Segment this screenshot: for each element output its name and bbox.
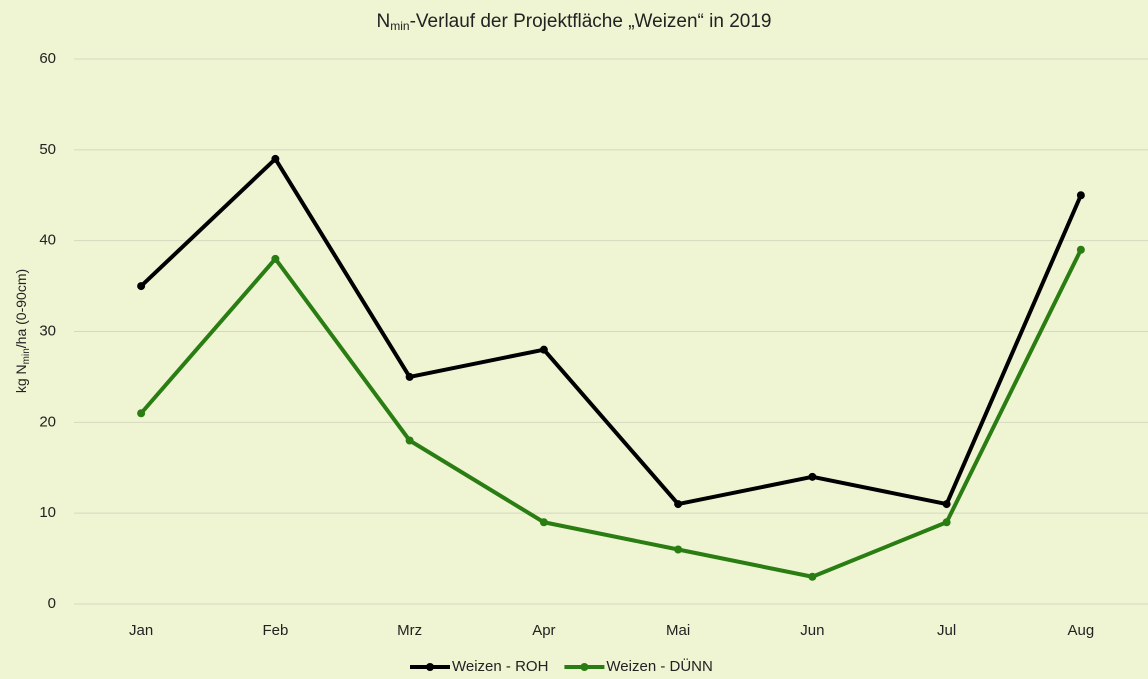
y-tick-label: 10 [39,504,56,521]
point [137,282,146,291]
point [539,518,548,527]
y-tick-label: 60 [39,50,56,67]
point [942,518,951,527]
legend-label: Weizen - DÜNN [606,657,712,675]
point [1076,245,1085,254]
y-tick-label: 30 [39,322,56,339]
point [271,154,280,163]
title-part: N [377,11,391,32]
title-part: -Verlauf der Projektfläche „Weizen“ in 2… [410,11,772,32]
label-part: /ha (0-90cm) [13,269,29,348]
series-line [139,248,1083,579]
legend-marker [580,663,589,671]
legend-marker [426,663,434,671]
point [271,254,280,263]
point [808,572,817,581]
point [674,545,683,554]
point [1076,191,1085,200]
y-axis-label: kg Nmin/ha (0-90cm) [13,269,32,393]
x-tick-label: Jul [937,622,956,639]
legend-label: Weizen - ROH [452,658,548,675]
point [137,409,146,418]
x-tick-label: Aug [1068,622,1095,639]
point [674,500,683,509]
y-tick-label: 50 [39,141,56,158]
chart-title: Nmin-Verlauf der Projektfläche „Weizen“ … [377,11,772,33]
label-part: kg N [13,364,29,393]
x-tick-label: Mrz [397,622,422,639]
x-tick-label: Mai [666,622,690,639]
point [539,345,548,354]
point [405,372,414,381]
x-tick-label: Jan [129,622,153,639]
y-tick-label: 0 [48,595,56,612]
point [942,500,951,509]
point [808,472,817,481]
x-tick-label: Jun [800,622,824,639]
y-tick-label: 20 [39,413,56,430]
title-sub: min [390,19,409,33]
x-tick-label: Apr [532,622,555,639]
series-line [139,156,1083,507]
point [405,436,414,445]
y-tick-label: 40 [39,232,56,249]
x-tick-label: Feb [262,622,288,639]
label-sub: min [21,348,32,364]
